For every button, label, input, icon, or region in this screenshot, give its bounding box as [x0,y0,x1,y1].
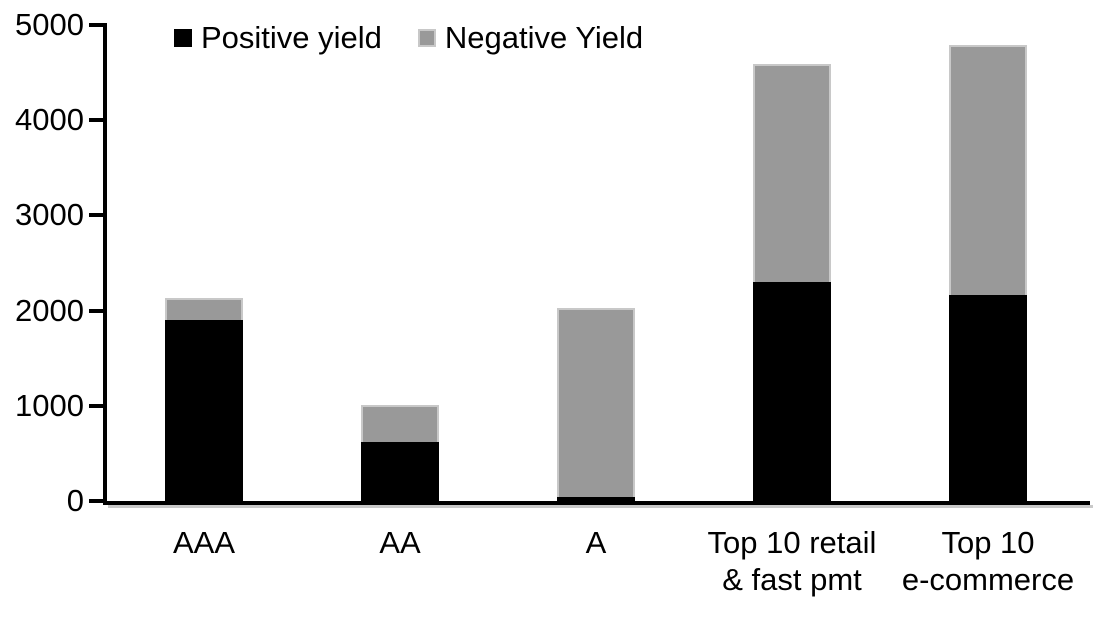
legend-label-positive-yield: Positive yield [201,20,382,55]
x-axis-label: Top 10 e-commerce [901,525,1075,597]
positive-yield-swatch-icon [174,29,192,47]
y-axis-tick-label: 2000 [15,292,84,328]
y-axis-tick-mark [89,118,104,123]
legend-label-negative-yield: Negative Yield [444,20,644,55]
x-axis-label: A [585,525,607,560]
y-axis-tick-label: 3000 [15,197,84,233]
y-axis-tick-mark [89,308,104,313]
bar-segment-negative-yield [949,44,1027,296]
bar-segment-positive-yield [557,497,635,501]
x-axis-label: AAA [172,525,236,560]
legend-item-negative-yield: Negative Yield [417,19,644,57]
legend: Positive yield Negative Yield [174,19,643,57]
x-axis-shadow [108,505,1093,508]
negative-yield-swatch-icon [417,29,436,47]
x-axis-label: Top 10 retail & fast pmt [707,525,877,597]
x-axis-label: AA [379,525,421,560]
y-axis-tick-mark [89,403,104,408]
x-axis-line [103,501,1090,505]
y-axis-tick-label: 0 [66,483,84,518]
bar-segment-negative-yield [753,64,831,283]
y-axis-tick-mark [89,213,104,218]
y-axis-tick-mark [89,23,104,27]
y-axis-tick-label: 5000 [15,7,84,42]
bar-segment-positive-yield [361,441,439,501]
y-axis-tick-label: 4000 [15,102,84,138]
y-axis-tick-label: 1000 [15,387,84,423]
y-axis-tick-mark [89,499,104,503]
bar-segment-negative-yield [361,404,439,442]
legend-item-positive-yield: Positive yield [174,19,382,57]
bar-segment-positive-yield [165,320,243,501]
bar-segment-negative-yield [165,298,243,321]
y-axis-line [103,23,107,505]
bar-segment-positive-yield [753,282,831,501]
bar-segment-positive-yield [949,295,1027,501]
bar-segment-negative-yield [557,307,635,498]
